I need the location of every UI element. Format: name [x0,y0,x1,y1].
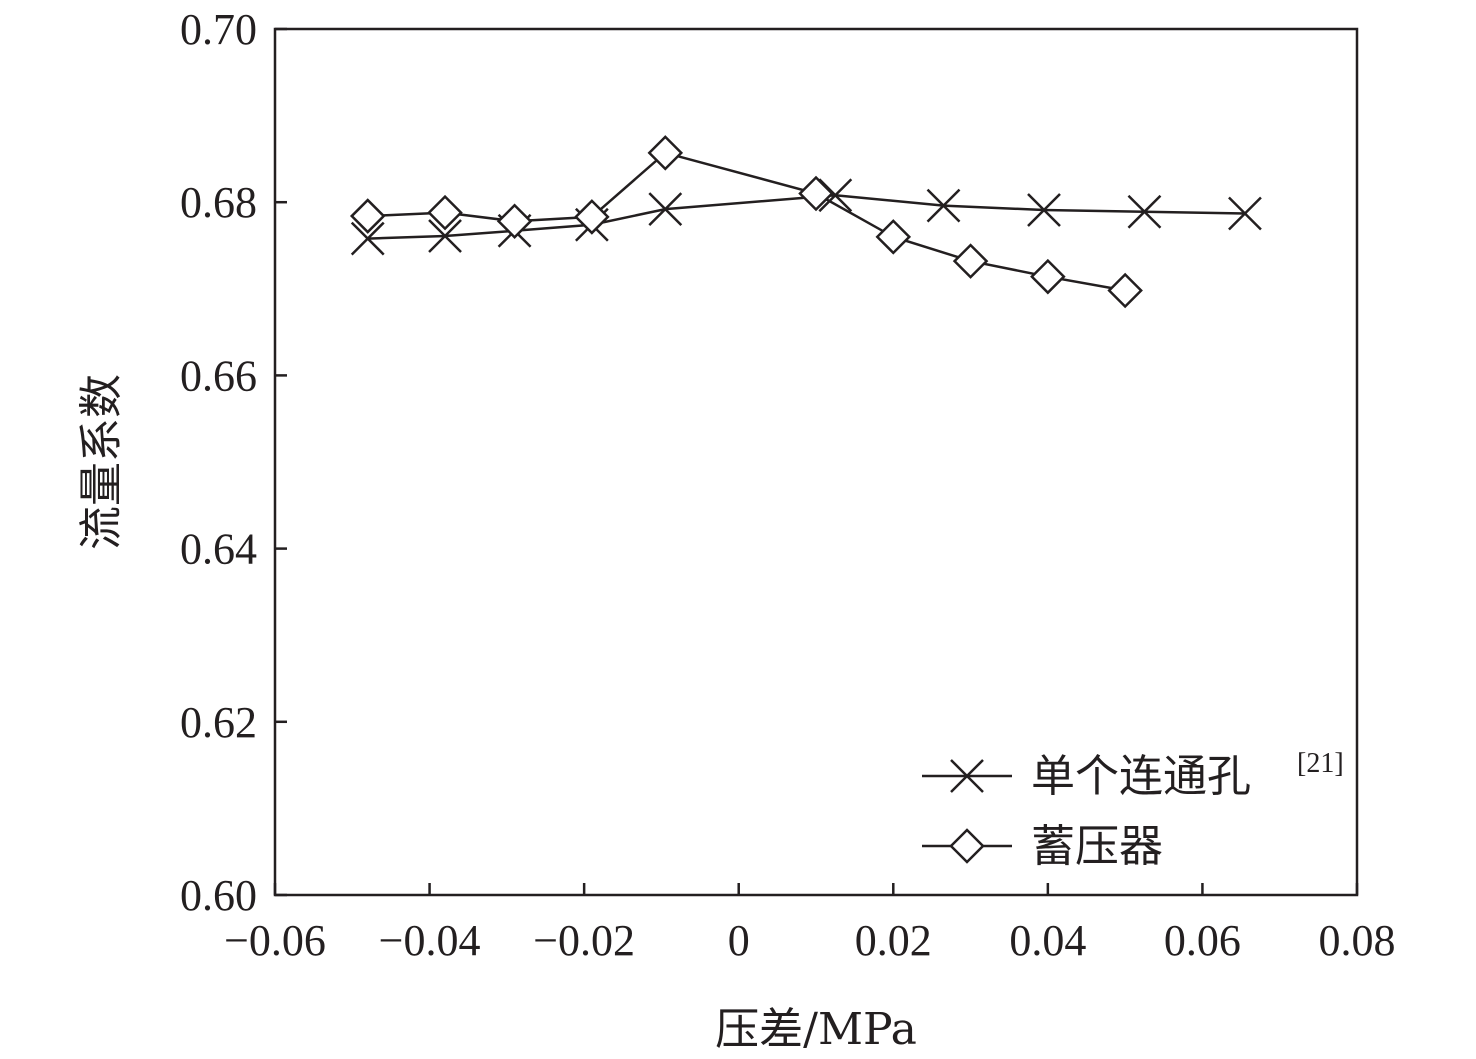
data-point [1107,272,1143,309]
series-line-2 [367,151,1126,292]
data-point [798,175,834,212]
data-point [647,135,684,171]
data-point [648,192,683,227]
x-axis-title: 压差/MPa [715,1004,917,1055]
x-marker-stroke [1228,196,1262,231]
data-point [496,203,533,240]
data-point [1228,196,1262,231]
data-point [427,194,463,231]
legend-marker-series-2 [949,828,985,864]
data-point [952,243,989,279]
y-tick-label: 0.68 [180,178,257,227]
axis-ticks [273,27,1359,897]
x-marker-stroke [350,221,385,256]
data-point [926,188,961,223]
y-axis-title: 流量系数 [76,374,127,550]
legend-label-sup-series-1: [21] [1297,748,1344,779]
x-marker-stroke [818,178,853,213]
axis-tick-labels: −0.06 −0.04 −0.02 0 0.02 0.04 0.06 0.08 0.60 0.62… [180,5,1396,965]
x-marker-stroke [926,188,961,223]
legend-marker-series-1 [950,759,984,793]
series-2 [349,135,1143,309]
x-tick-label: 0.02 [855,916,932,965]
x-marker-stroke [1127,194,1162,229]
data-point [350,221,385,256]
y-tick-label: 0.62 [180,698,257,747]
x-tick-label: −0.04 [379,916,481,965]
data-point [574,199,610,235]
data-point [428,219,462,253]
legend-marker-glyph [950,759,984,793]
plot-frame [273,27,1359,897]
x-tick-label: −0.02 [533,916,635,965]
data-point [875,219,912,255]
data-point [1127,194,1162,229]
series-line-1 [367,194,1245,240]
x-marker-stroke [950,759,984,793]
x-tick-label: 0.04 [1009,916,1086,965]
x-tick-label: 0 [728,916,750,965]
data-point [1030,258,1066,295]
y-tick-label: 0.70 [180,5,257,54]
x-marker-stroke [1027,193,1061,227]
legend: 单个连通孔 [21] 蓄压器 [922,748,1344,872]
legend-label-series-1: 单个连通孔 [1031,751,1251,802]
y-tick-label: 0.60 [180,871,257,920]
x-marker-stroke [648,192,683,227]
x-tick-label: −0.06 [224,916,326,965]
legend-marker-glyph [949,828,985,864]
legend-item-series-2: 蓄压器 [922,821,1163,872]
series-layer [349,135,1262,309]
x-tick-label: 0.08 [1319,916,1396,965]
legend-item-series-1: 单个连通孔 [21] [922,748,1344,802]
x-tick-label: 0.06 [1164,916,1241,965]
y-tick-label: 0.66 [180,351,257,400]
legend-label-series-2: 蓄压器 [1031,821,1163,872]
data-point [1027,193,1061,227]
y-tick-label: 0.64 [180,525,257,574]
data-point [349,198,386,234]
x-marker-stroke [428,219,462,253]
